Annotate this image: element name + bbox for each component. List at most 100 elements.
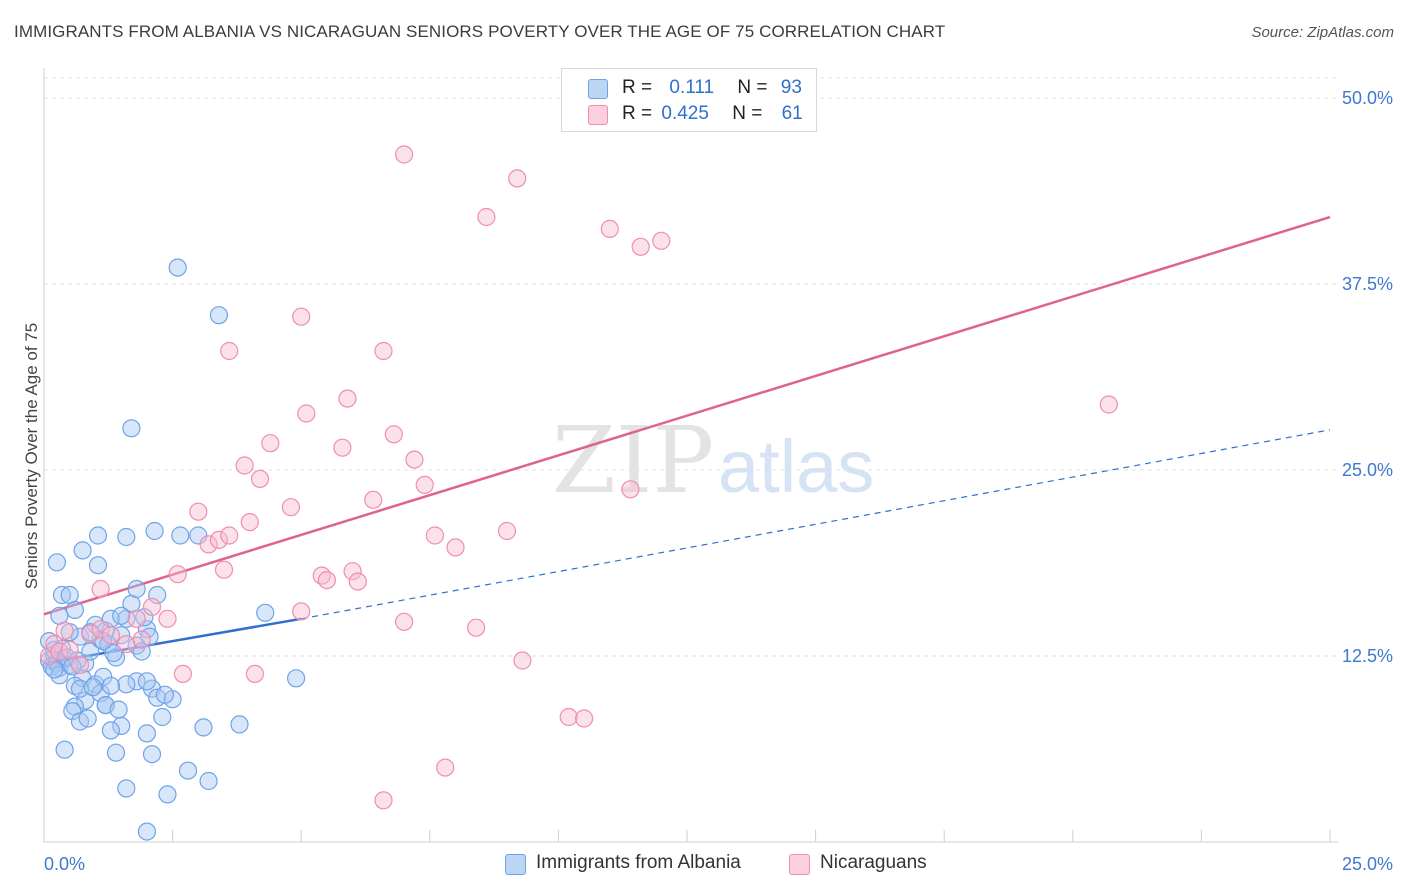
point-albania-84 [101, 676, 121, 695]
point-albania-79 [112, 606, 131, 625]
point-nicaraguans-20 [220, 526, 239, 545]
point-albania-62 [145, 521, 164, 541]
point-albania-67 [148, 585, 167, 605]
point-albania-59 [73, 541, 92, 560]
albania-swatch [588, 79, 608, 99]
point-albania-42 [127, 672, 146, 691]
point-nicaraguans-5 [70, 655, 90, 675]
point-nicaraguans-25 [281, 498, 300, 517]
point-nicaraguans-32 [343, 562, 362, 581]
point-albania-56 [117, 779, 136, 798]
point-nicaraguans-14 [168, 565, 187, 584]
trend-lines [43, 215, 1331, 665]
axes [43, 68, 1338, 843]
point-nicaraguans-12 [142, 597, 162, 617]
point-nicaraguans-39 [425, 526, 444, 545]
point-nicaraguans-3 [55, 621, 74, 640]
source-label: Source: ZipAtlas.com [1251, 24, 1394, 41]
x-tick-label-1: 25.0% [1342, 854, 1393, 874]
grid-lines [44, 77, 1338, 657]
point-albania-68 [122, 419, 141, 438]
point-albania-13 [52, 585, 72, 605]
r-value: 0.111 [669, 77, 715, 98]
point-nicaraguans-30 [333, 438, 352, 457]
watermark-atlas: atlas [718, 425, 874, 508]
correlation-legend: R = 0.111 N = 93 R = 0.425 N = 61 [561, 68, 817, 132]
point-albania-57 [158, 785, 177, 804]
point-nicaraguans-9 [117, 634, 136, 654]
point-albania-61 [117, 527, 136, 547]
point-nicaraguans-8 [101, 626, 121, 645]
point-albania-65 [88, 526, 108, 545]
point-nicaraguans-40 [446, 538, 465, 557]
point-albania-60 [88, 556, 108, 575]
point-albania-53 [178, 761, 198, 780]
x-tick-label-0: 0.0% [44, 854, 85, 874]
point-nicaraguans-19 [214, 560, 234, 579]
trend-line-albania [43, 617, 302, 665]
point-nicaraguans-49 [621, 480, 640, 499]
point-nicaraguans-17 [199, 535, 218, 554]
point-albania-55 [55, 740, 74, 759]
point-albania-50 [101, 721, 121, 740]
point-albania-11 [50, 666, 69, 685]
point-albania-72 [287, 669, 306, 688]
n-label: N = [737, 77, 768, 98]
point-nicaraguans-42 [477, 207, 496, 227]
trend-line-albania-extension [301, 429, 1331, 620]
x-axis-tick-labels: 0.0% 25.0% [44, 854, 1393, 874]
point-nicaraguans-26 [292, 307, 311, 326]
point-nicaraguans-47 [574, 709, 594, 728]
series-1-points [39, 145, 1118, 810]
point-nicaraguans-4 [60, 640, 79, 660]
point-nicaraguans-46 [559, 707, 578, 727]
point-albania-87 [83, 678, 103, 697]
point-albania-15 [70, 627, 90, 646]
point-albania-26 [78, 709, 97, 728]
point-nicaraguans-43 [497, 521, 517, 541]
nicaraguans-legend-label: Nicaraguans [820, 852, 927, 873]
point-nicaraguans-50 [631, 237, 650, 256]
point-nicaraguans-22 [240, 512, 259, 532]
point-nicaraguans-58 [173, 664, 192, 684]
point-nicaraguans-6 [81, 624, 100, 643]
point-nicaraguans-53 [220, 341, 239, 361]
point-nicaraguans-54 [395, 145, 414, 164]
point-nicaraguans-15 [91, 579, 110, 599]
point-albania-85 [45, 660, 64, 679]
point-albania-73 [194, 718, 213, 737]
point-nicaraguans-27 [297, 404, 316, 423]
n-value: 61 [781, 103, 803, 124]
point-nicaraguans-56 [436, 758, 455, 777]
point-albania-36 [112, 626, 131, 645]
y-tick-label-0: 12.5% [1342, 646, 1393, 666]
point-nicaraguans-48 [600, 219, 619, 238]
point-albania-54 [199, 771, 218, 791]
point-nicaraguans-59 [292, 602, 311, 621]
point-albania-88 [109, 700, 128, 719]
point-albania-35 [104, 643, 123, 663]
point-nicaraguans-51 [652, 231, 671, 250]
series-0-points [39, 258, 306, 841]
y-tick-label-1: 25.0% [1342, 460, 1393, 480]
point-albania-48 [137, 724, 156, 743]
point-nicaraguans-11 [132, 630, 151, 649]
point-albania-18 [81, 642, 100, 661]
point-nicaraguans-55 [374, 791, 393, 810]
n-label: N = [732, 103, 763, 124]
point-nicaraguans-38 [415, 475, 434, 494]
point-nicaraguans-16 [189, 502, 208, 521]
y-tick-label-3: 50.0% [1342, 88, 1393, 108]
r-label: R = [622, 103, 653, 124]
point-albania-22 [76, 691, 95, 710]
point-nicaraguans-21 [235, 456, 254, 475]
point-albania-51 [106, 743, 126, 762]
point-albania-58 [137, 822, 156, 841]
y-axis-tick-labels: 12.5% 25.0% 37.5% 50.0% [1342, 88, 1393, 666]
point-nicaraguans-24 [261, 434, 280, 453]
nicaraguans-legend-swatch [789, 854, 810, 875]
point-nicaraguans-10 [127, 609, 146, 628]
point-albania-52 [142, 745, 162, 764]
point-nicaraguans-23 [250, 469, 270, 488]
point-nicaraguans-7 [91, 620, 110, 639]
